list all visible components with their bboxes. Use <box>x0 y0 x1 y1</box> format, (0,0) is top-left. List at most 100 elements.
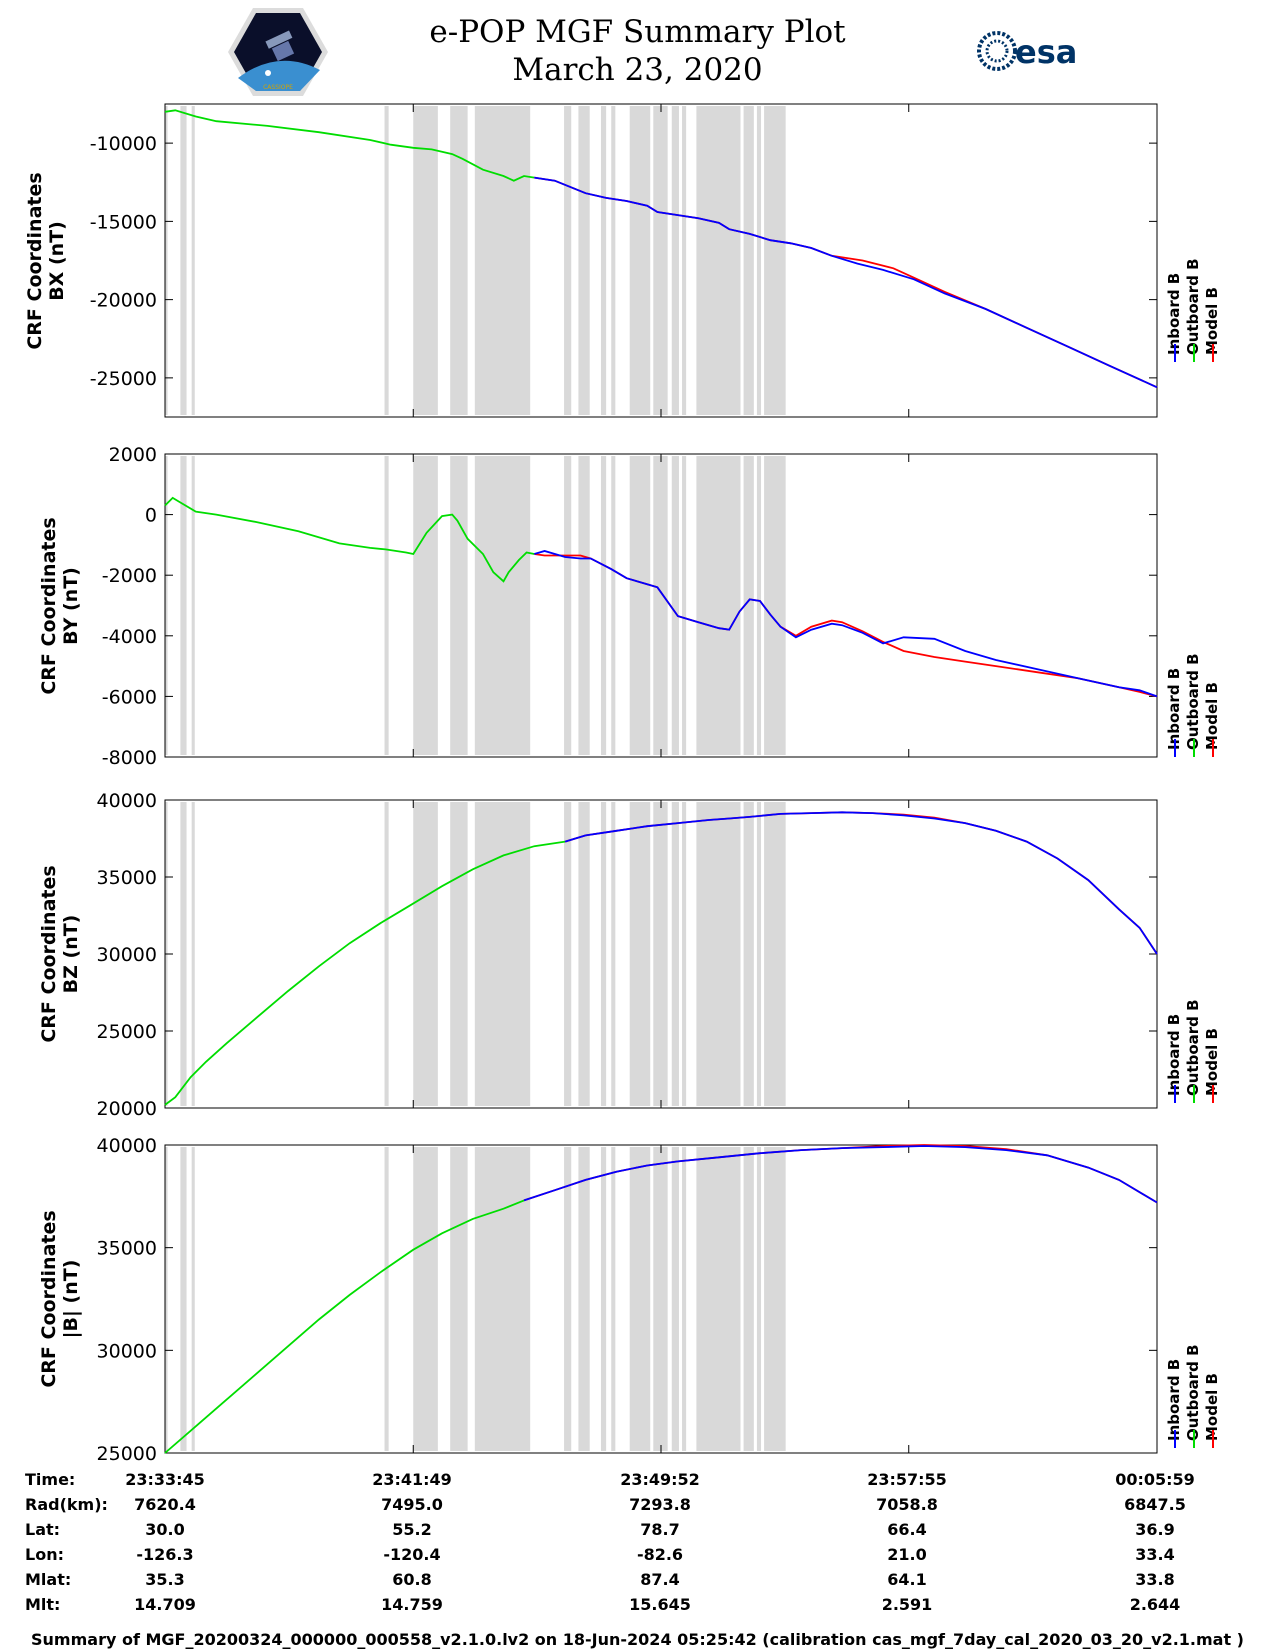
data-gap-band <box>474 456 531 755</box>
data-gap-band <box>743 802 754 1106</box>
y-tick-label: 2000 <box>109 444 157 466</box>
data-gap-band <box>629 802 651 1106</box>
data-gap-band <box>191 1147 195 1451</box>
series-inboard-b <box>564 811 1158 955</box>
orbit-info-value: 66.4 <box>887 1520 927 1539</box>
data-gap-band <box>653 802 668 1106</box>
orbit-info-value: 33.4 <box>1135 1545 1175 1564</box>
y-axis-label-line: CRF Coordinates <box>24 171 46 350</box>
data-gap-band <box>165 456 168 755</box>
cassiope-mission-logo: CASSIOPE <box>228 8 328 96</box>
data-gap-band <box>743 106 754 415</box>
orbit-info-value: 60.8 <box>392 1570 432 1589</box>
y-tick-label: -6000 <box>102 686 157 708</box>
data-gap-band <box>384 1147 389 1451</box>
orbit-info-value: 14.759 <box>381 1595 443 1614</box>
legend-label: Inboard B <box>1165 667 1183 750</box>
data-gap-band <box>600 802 607 1106</box>
series-model-b <box>523 1144 1158 1204</box>
y-axis-label-text: CRF Coordinates BY (nT) <box>38 517 82 694</box>
series-outboard-b <box>164 496 535 583</box>
data-gap-band <box>743 456 754 755</box>
data-gap-band <box>180 106 187 415</box>
data-gap-band <box>653 106 668 415</box>
data-gap-band <box>653 456 668 755</box>
orbit-info-value: 23:33:45 <box>125 1470 205 1489</box>
data-gap-band <box>682 106 687 415</box>
orbit-info-value: 7058.8 <box>876 1495 938 1514</box>
data-gap-band <box>413 1147 438 1451</box>
orbit-info-value: 15.645 <box>629 1595 691 1614</box>
orbit-info-value: 7293.8 <box>629 1495 691 1514</box>
y-axis-label-line: BY (nT) <box>60 566 82 645</box>
data-gap-band <box>611 106 616 415</box>
data-gap-band <box>611 456 616 755</box>
orbit-info-row: Rad(km): 7620.4 7495.0 7293.8 7058.8 6847.5 <box>0 1495 1275 1519</box>
data-gap-band <box>696 106 741 415</box>
data-gap-band <box>682 1147 687 1451</box>
data-gap-band <box>600 106 607 415</box>
orbit-info-label: Rad(km): <box>25 1495 108 1514</box>
data-gap-band <box>696 802 741 1106</box>
legend-swatch <box>1212 1430 1214 1448</box>
y-tick-label: 35000 <box>97 867 157 889</box>
data-gap-band <box>600 456 607 755</box>
data-gap-band <box>696 1147 741 1451</box>
orbit-info-row: Lon: -126.3 -120.4 -82.6 21.0 33.4 <box>0 1545 1275 1569</box>
legend-swatch <box>1174 1430 1176 1448</box>
data-gap-band <box>756 106 762 415</box>
y-tick-label: -8000 <box>102 747 157 769</box>
data-gap-band <box>413 106 438 415</box>
series-outboard-b <box>164 840 566 1106</box>
data-gap-band <box>696 456 741 755</box>
data-gap-band <box>756 1147 762 1451</box>
legend-swatch <box>1212 739 1214 757</box>
y-tick-label: -20000 <box>90 290 157 312</box>
y-axis-label: CRF Coordinates BZ (nT) <box>38 800 82 1108</box>
data-gap-band <box>611 802 616 1106</box>
orbit-info-value: -82.6 <box>636 1545 684 1564</box>
orbit-info-label: Mlat: <box>25 1570 72 1589</box>
orbit-info-row: Time: 23:33:45 23:41:49 23:49:52 23:57:55 00:… <box>0 1470 1275 1494</box>
data-gap-band <box>671 106 679 415</box>
legend-label: Outboard B <box>1184 1344 1202 1441</box>
data-gap-band <box>764 106 786 415</box>
orbit-info-value: 00:05:59 <box>1115 1470 1195 1489</box>
y-tick-label: 30000 <box>97 1340 157 1362</box>
series-outboard-b <box>164 1199 525 1454</box>
orbit-info-value: 6847.5 <box>1124 1495 1186 1514</box>
orbit-info-value: 33.8 <box>1135 1570 1175 1589</box>
orbit-info-value: 23:49:52 <box>620 1470 700 1489</box>
y-tick-label: 35000 <box>97 1238 157 1260</box>
orbit-info-label: Mlt: <box>25 1595 61 1614</box>
orbit-info-value: 23:57:55 <box>867 1470 947 1489</box>
series-outboard-b <box>164 109 535 182</box>
orbit-info-value: -126.3 <box>136 1545 194 1564</box>
orbit-info-value: 2.644 <box>1129 1595 1181 1614</box>
data-gap-band <box>764 456 786 755</box>
panel-2: 2000 0 -2000 -4000 -6000 -8000 <box>102 444 1158 769</box>
orbit-info-value: 2.591 <box>881 1595 933 1614</box>
orbit-info-label: Lon: <box>25 1545 64 1564</box>
data-gap-band <box>384 106 389 415</box>
legend: Inboard B Outboard B Model B <box>1165 189 1228 362</box>
orbit-info-value: 35.3 <box>145 1570 185 1589</box>
y-tick-label: 30000 <box>97 944 157 966</box>
file-summary-note: Summary of MGF_20200324_000000_000558_v2… <box>31 1630 1244 1649</box>
data-gap-band <box>180 1147 187 1451</box>
legend-swatch <box>1174 344 1176 362</box>
data-gap-band <box>578 1147 590 1451</box>
data-gap-band <box>413 802 438 1106</box>
y-tick-label: 20000 <box>97 1098 157 1120</box>
data-gap-band <box>191 456 195 755</box>
y-axis-label-text: CRF Coordinates BX (nT) <box>24 172 68 349</box>
orbit-info-row: Lat: 30.0 55.2 78.7 66.4 36.9 <box>0 1520 1275 1544</box>
legend-label: Inboard B <box>1165 1358 1183 1441</box>
data-gap-band <box>611 1147 616 1451</box>
data-gap-band <box>384 456 389 755</box>
legend-label: Outboard B <box>1184 999 1202 1096</box>
y-tick-label: -25000 <box>90 368 157 390</box>
y-tick-label: -15000 <box>90 211 157 233</box>
y-tick-label: -2000 <box>102 565 157 587</box>
